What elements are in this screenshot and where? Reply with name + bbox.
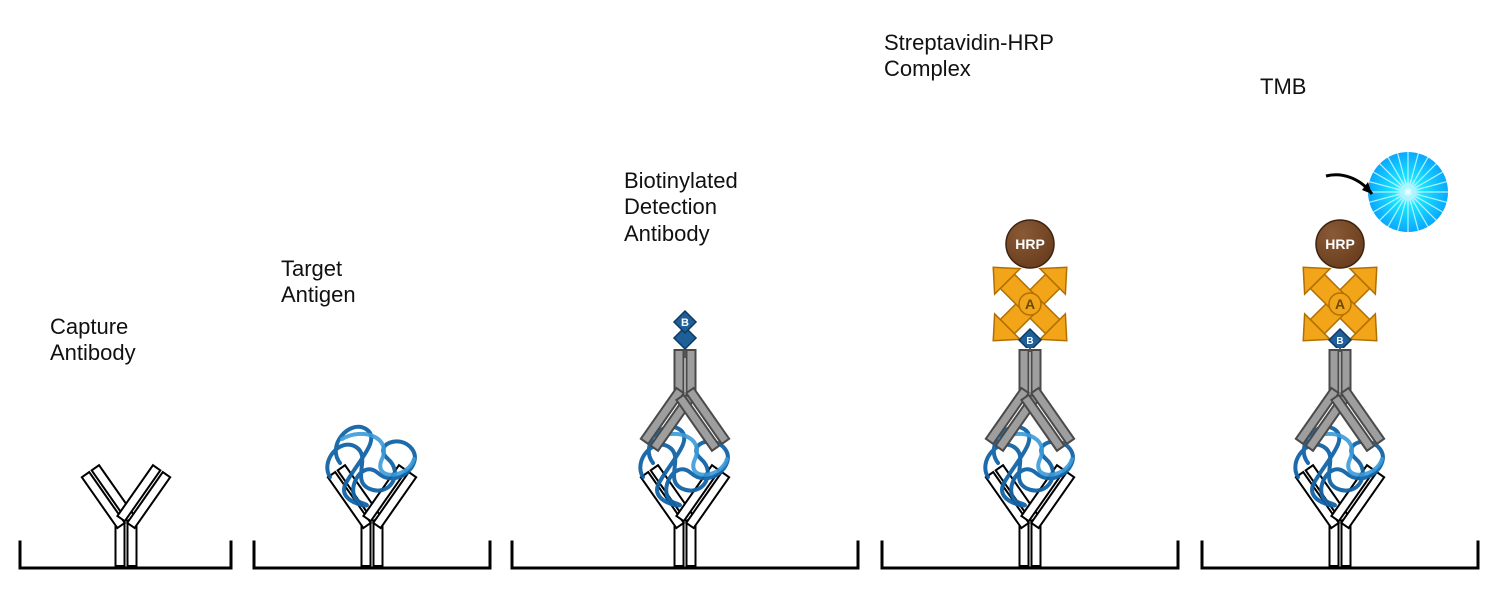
svg-text:A: A <box>1335 296 1345 312</box>
panel-p4: A B HRP <box>880 30 1180 570</box>
elisa-diagram: Capture Antibody Target Antigen Biotinyl… <box>0 0 1500 600</box>
svg-text:B: B <box>681 317 689 329</box>
biotin-icon: B <box>665 308 705 360</box>
capture-antibody-icon <box>66 463 186 568</box>
hrp-icon: HRP <box>1310 216 1370 272</box>
tmb-arrow-icon <box>1322 168 1382 208</box>
antigen-icon <box>312 419 432 509</box>
svg-text:HRP: HRP <box>1015 236 1045 252</box>
detection-antibody-icon <box>1280 348 1400 453</box>
panel-p5: A B HRP <box>1200 30 1480 570</box>
svg-text:HRP: HRP <box>1325 236 1355 252</box>
svg-text:A: A <box>1025 296 1035 312</box>
svg-text:B: B <box>1026 336 1033 347</box>
svg-text:B: B <box>1336 336 1343 347</box>
panel-p3: B <box>510 30 860 570</box>
detection-antibody-icon <box>625 348 745 453</box>
panel-p1 <box>18 30 233 570</box>
panel-p2 <box>252 30 492 570</box>
detection-antibody-icon <box>970 348 1090 453</box>
hrp-icon: HRP <box>1000 216 1060 272</box>
